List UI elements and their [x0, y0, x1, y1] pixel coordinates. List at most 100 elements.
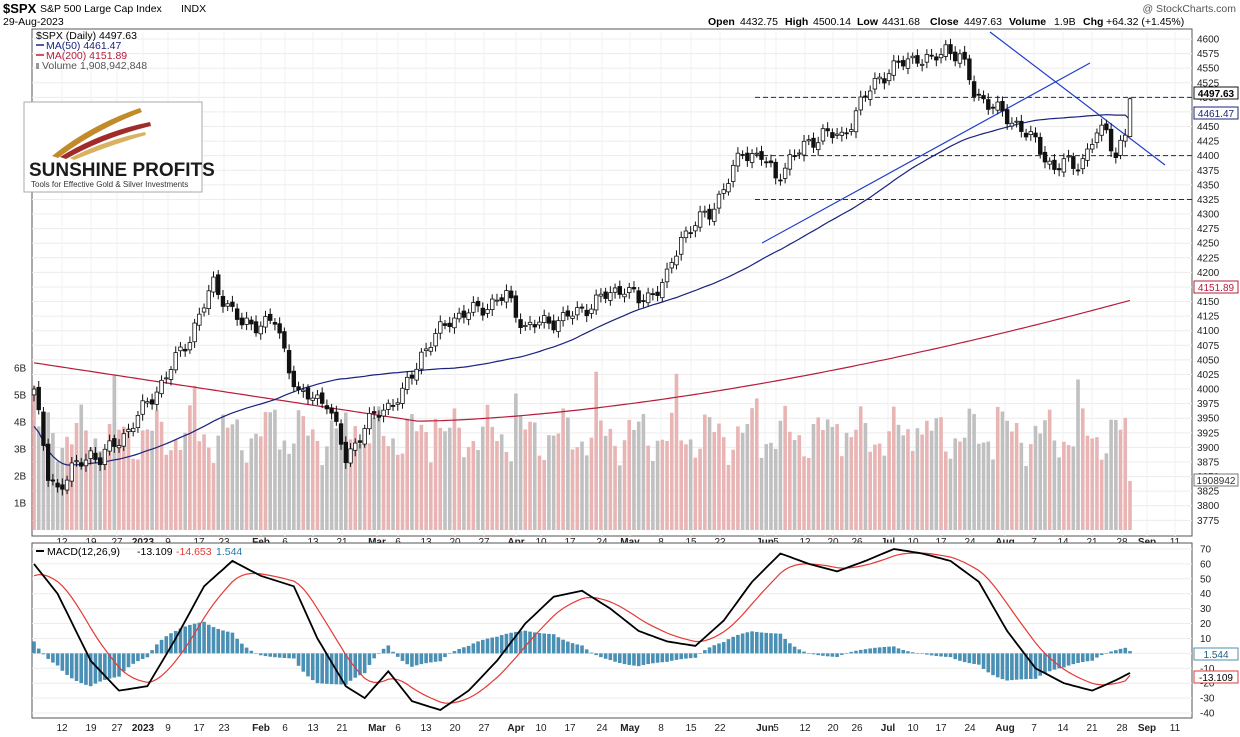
volume-bar [362, 438, 367, 530]
macd-x-tick-label: 24 [964, 723, 976, 734]
volume-bar [1014, 423, 1019, 530]
price-tick-label: 4450 [1197, 122, 1220, 133]
macd-histogram-bar [1057, 653, 1061, 669]
macd-histogram-bar [358, 653, 362, 676]
macd-histogram-bar [764, 632, 769, 654]
candle-body [575, 307, 580, 316]
candle-body [131, 427, 136, 432]
candle-body [957, 53, 963, 64]
candle-body [1123, 134, 1128, 142]
volume-bar [471, 440, 476, 530]
macd-histogram-bar [972, 653, 976, 664]
macd-histogram-bar [783, 638, 787, 654]
macd-badges: 1.544 -13.109 [1193, 647, 1239, 684]
volume-bar [1071, 446, 1076, 530]
macd-x-tick-label: 13 [307, 723, 319, 734]
candle-body [1071, 156, 1076, 169]
candle-body [409, 374, 415, 379]
macd-histogram-bar [235, 638, 239, 654]
candle-body [683, 230, 689, 239]
candle-body [570, 315, 575, 319]
macd-histogram-bar [703, 650, 707, 654]
macd-x-tick-label: 12 [56, 723, 68, 734]
candle-body [277, 323, 282, 334]
candle-body [1028, 131, 1033, 136]
candle-body [735, 152, 741, 167]
macd-histogram-bar [627, 653, 632, 665]
macd-histogram-bar [268, 653, 273, 657]
candle-body [702, 210, 708, 213]
candle-body [390, 404, 396, 407]
candle-body [1099, 124, 1104, 136]
macd-histogram-bar [1024, 653, 1028, 680]
macd-histogram-bar [698, 653, 702, 654]
macd-x-tick-label: 8 [658, 723, 664, 734]
volume-bar [948, 458, 953, 530]
volume-bar [934, 418, 939, 530]
volume-bar [986, 441, 991, 530]
macd-histogram-bar [863, 649, 868, 654]
ma200-line [33, 299, 1131, 422]
macd-histogram-bar [655, 653, 660, 663]
macd-histogram-bar [405, 653, 410, 665]
macd-histogram-bar [556, 637, 561, 654]
volume-bar [584, 455, 589, 530]
candle-body [508, 290, 514, 299]
candle-body [376, 415, 382, 418]
volume-bar [169, 450, 173, 530]
volume-bar [617, 465, 622, 530]
volume-bar [329, 420, 334, 530]
candle-body [806, 139, 811, 142]
candle-body [513, 295, 519, 318]
macd-histogram-bar [273, 653, 277, 658]
volume-tick-label: 5B [14, 391, 27, 402]
candle-body [480, 307, 485, 316]
volume-bar [594, 371, 598, 530]
volume-bar [674, 373, 679, 530]
volume-bar [1000, 411, 1005, 530]
macd-histogram-bar [1010, 653, 1014, 681]
candle-body [102, 448, 108, 465]
candle-body [64, 479, 70, 491]
macd-histogram-bar [603, 653, 608, 659]
macd-histogram-bar [991, 653, 995, 676]
volume-bar [518, 415, 523, 530]
candle-body [395, 402, 400, 405]
candle-body [589, 308, 594, 314]
candle-body [679, 237, 684, 255]
candle-body [565, 310, 571, 317]
macd-histogram-bar [386, 645, 391, 654]
volume-bar [1062, 441, 1066, 530]
macd-x-tick-label: 10 [907, 723, 919, 734]
macd-histogram-bar [1028, 653, 1033, 679]
volume-bar [480, 426, 485, 530]
volume-bars [32, 371, 1132, 530]
candle-body [1085, 148, 1090, 161]
macd-tick-label: 60 [1200, 559, 1212, 570]
macd-histogram-bar [806, 653, 811, 654]
macd-histogram-bar [419, 653, 424, 665]
candle-body [778, 179, 783, 182]
macd-histogram-bar [457, 648, 461, 654]
macd-x-tick-label: 22 [714, 723, 726, 734]
volume-bar [939, 417, 943, 530]
candle-body [617, 286, 622, 295]
candle-body [83, 459, 89, 467]
candle-body [1094, 132, 1100, 144]
candle-body [877, 76, 882, 80]
volume-bar [646, 445, 650, 530]
volume-bar [731, 449, 735, 530]
candle-body [867, 90, 873, 100]
macd-histogram-bar [1090, 653, 1095, 661]
macd-histogram-bar [315, 653, 320, 684]
candle-body [41, 411, 46, 446]
volume-bar [74, 423, 79, 530]
macd-histogram-bar [339, 653, 343, 685]
volume-bar [306, 435, 310, 530]
volume-bar [178, 449, 183, 530]
candle-body [712, 208, 717, 222]
candle-body [584, 309, 589, 317]
price-tick-label: 3800 [1197, 501, 1220, 512]
macd-histogram-bar [414, 653, 419, 666]
macd-histogram-bar [74, 653, 79, 681]
